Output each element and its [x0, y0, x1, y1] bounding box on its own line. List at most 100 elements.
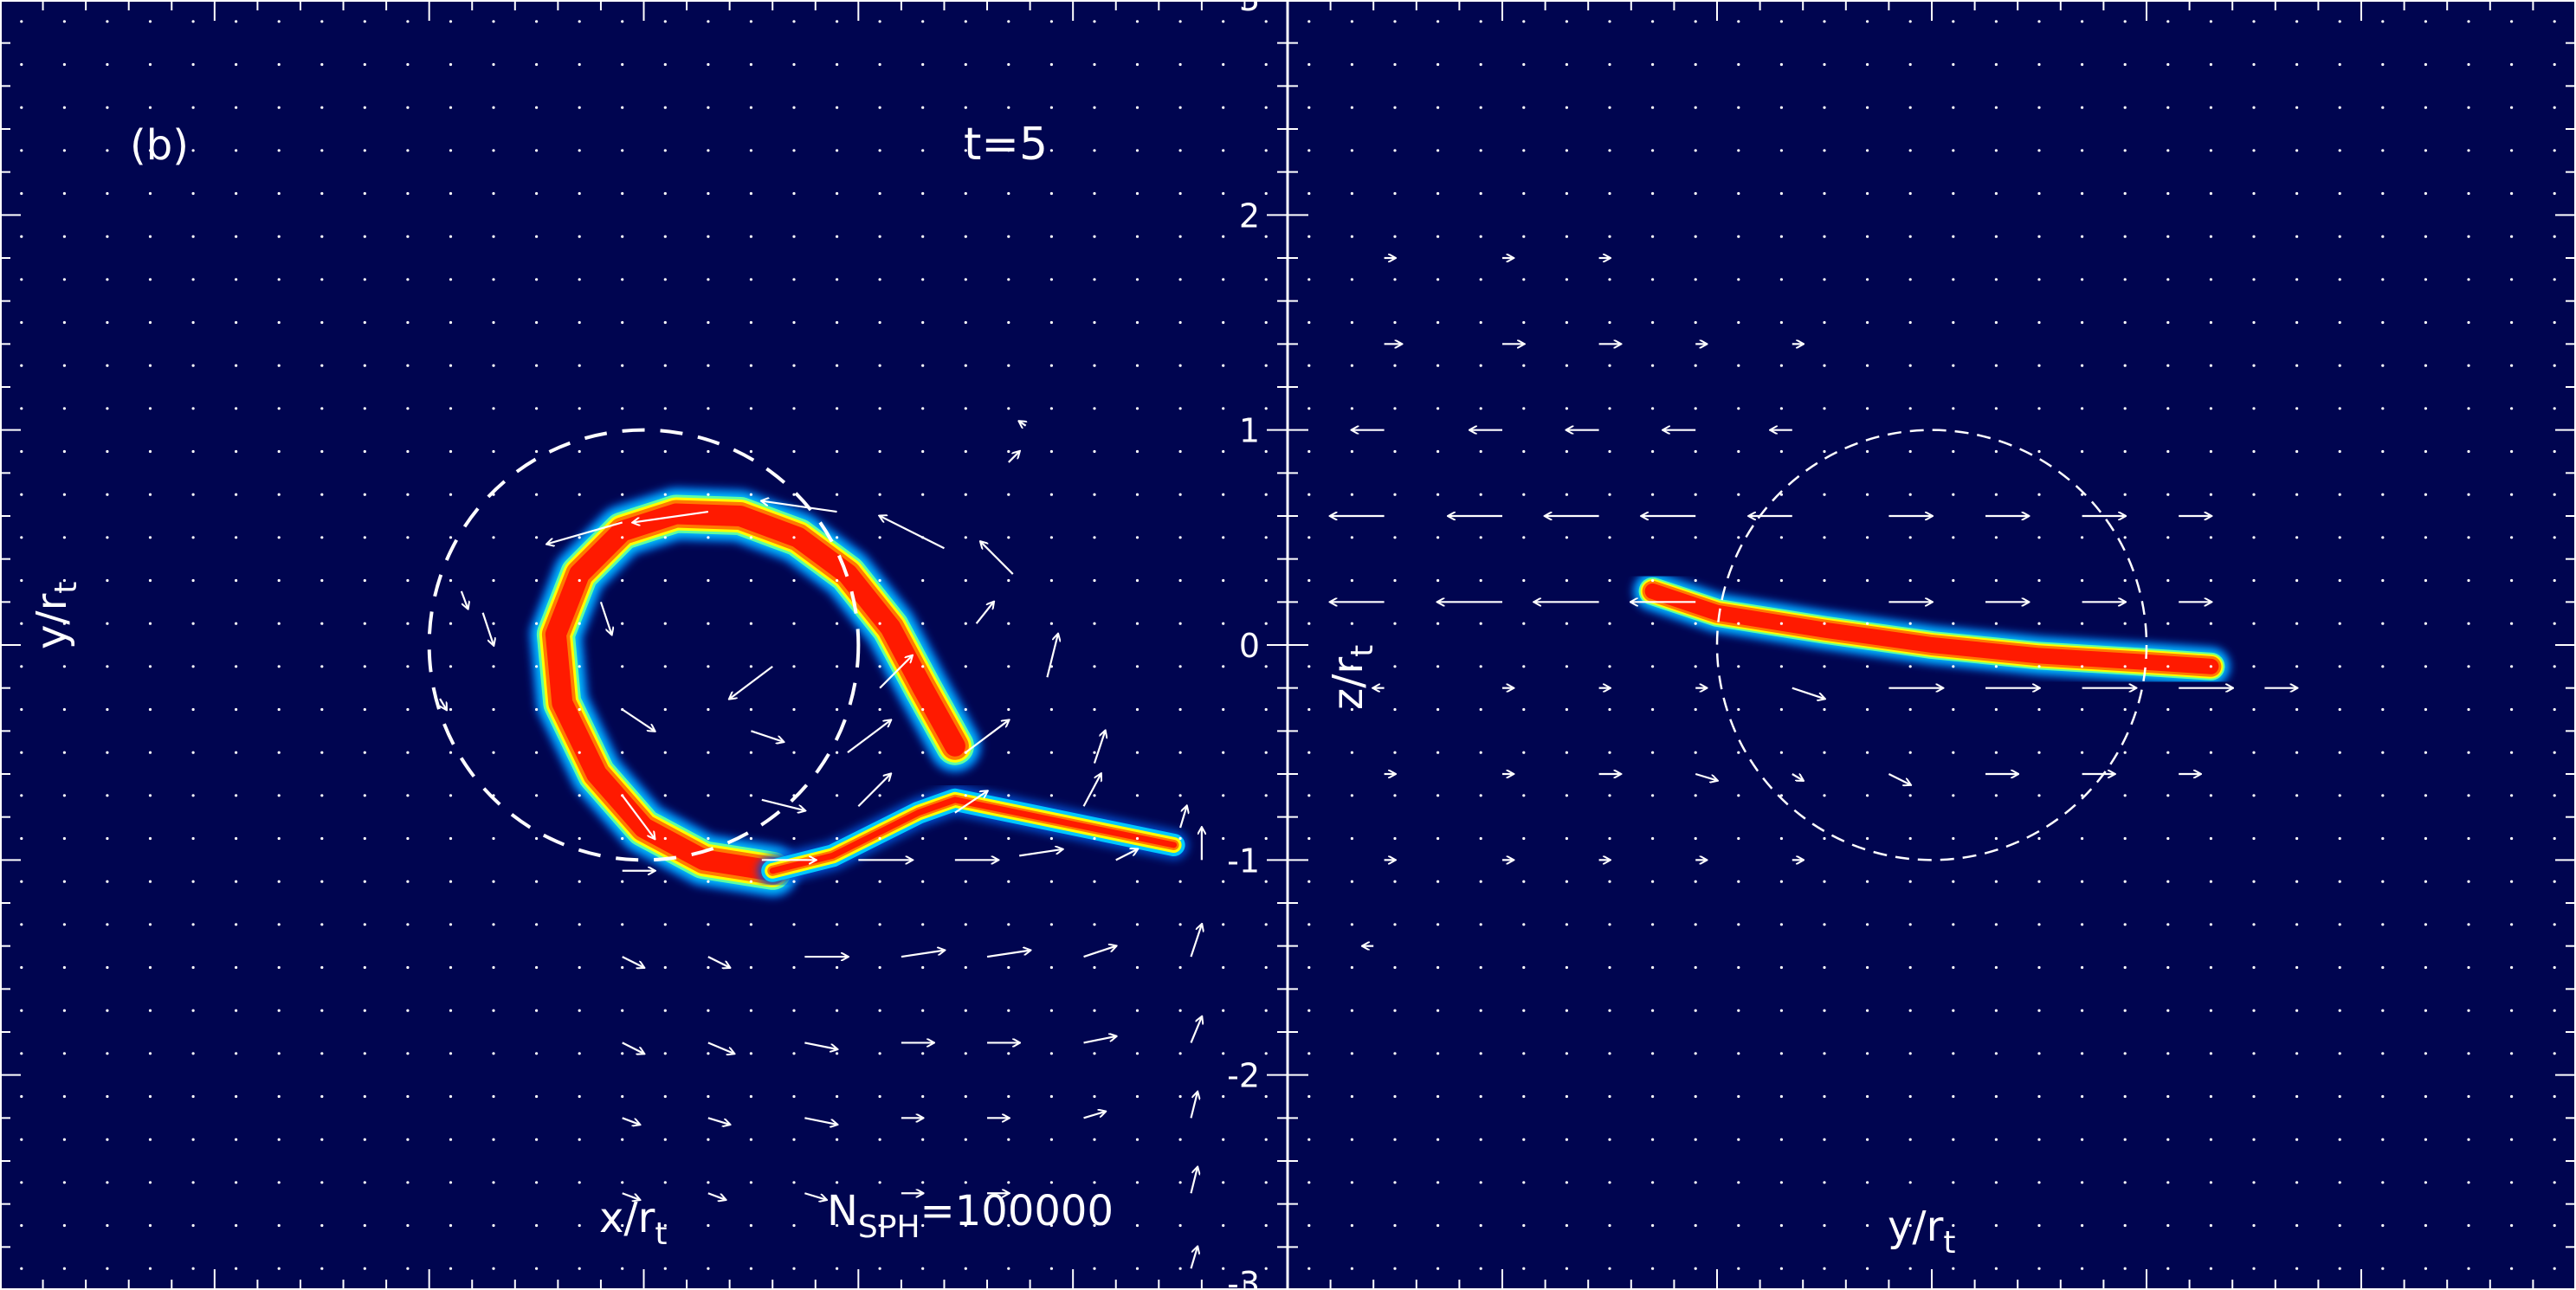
grid-dot	[320, 106, 324, 109]
grid-dot	[492, 449, 495, 454]
grid-dot	[707, 20, 710, 23]
grid-dot	[1694, 622, 1697, 625]
grid-dot	[2553, 1094, 2556, 1099]
grid-dot	[2037, 1267, 2041, 1270]
grid-dot	[2467, 622, 2470, 625]
grid-dot	[1565, 751, 1568, 754]
grid-dot	[1222, 665, 1225, 668]
velocity-arrow	[1190, 1017, 1201, 1043]
grid-dot	[191, 449, 195, 454]
grid-dot	[2081, 493, 2084, 496]
grid-dot	[1994, 235, 1998, 238]
grid-dot	[1908, 235, 1912, 238]
grid-dot	[1049, 965, 1053, 970]
grid-dot	[1093, 1094, 1096, 1099]
grid-dot	[621, 1181, 624, 1184]
grid-dot	[2081, 191, 2084, 196]
grid-dot	[2553, 1223, 2556, 1228]
grid-dot	[1307, 965, 1311, 970]
grid-dot	[1565, 1052, 1568, 1055]
grid-dot	[1737, 407, 1740, 410]
grid-dot	[878, 407, 881, 410]
particle-count-sub: SPH	[858, 1209, 920, 1245]
grid-dot	[621, 578, 624, 583]
grid-dot	[1952, 622, 1955, 625]
grid-dot	[2553, 880, 2556, 883]
grid-dot	[406, 20, 410, 23]
grid-dot	[1866, 1094, 1869, 1099]
grid-dot	[1135, 836, 1140, 841]
grid-dot	[2252, 1267, 2256, 1270]
grid-dot	[235, 536, 238, 539]
grid-dot	[2338, 235, 2341, 238]
grid-dot	[1222, 622, 1225, 625]
grid-dot	[1436, 1138, 1440, 1141]
grid-dot	[106, 1094, 109, 1099]
grid-dot	[1178, 493, 1182, 496]
velocity-arrow	[847, 720, 891, 754]
velocity-arrow	[1083, 1036, 1116, 1044]
grid-dot	[535, 364, 539, 367]
grid-dot	[964, 278, 967, 281]
grid-dot	[2166, 578, 2170, 583]
grid-dot	[1908, 1267, 1912, 1270]
grid-dot	[1479, 1094, 1482, 1099]
velocity-arrow	[1179, 806, 1186, 829]
grid-dot	[2381, 149, 2385, 152]
grid-dot	[2295, 20, 2299, 23]
grid-dot	[492, 1094, 495, 1099]
grid-dot	[1007, 1094, 1010, 1099]
grid-dot	[1779, 536, 1783, 539]
velocity-arrow	[707, 1192, 726, 1199]
grid-dot	[2081, 364, 2084, 367]
grid-dot	[2252, 106, 2256, 109]
grid-dot	[20, 235, 23, 238]
grid-dot	[1866, 751, 1869, 754]
grid-dot	[2553, 191, 2556, 196]
grid-dot	[62, 1052, 66, 1055]
grid-dot	[2295, 751, 2299, 754]
grid-dot	[2424, 965, 2427, 970]
grid-dot	[1651, 106, 1655, 109]
grid-dot	[2295, 622, 2299, 625]
grid-dot	[1393, 320, 1397, 325]
grid-dot	[1908, 364, 1912, 367]
y-tick-label: 3	[1239, 0, 1260, 18]
grid-dot	[578, 149, 581, 152]
grid-dot	[2037, 1138, 2041, 1141]
y-tick-label: -3	[1227, 1265, 1260, 1290]
grid-dot	[106, 836, 109, 841]
grid-dot	[1952, 493, 1955, 496]
grid-dot	[1007, 1052, 1010, 1055]
grid-dot	[1479, 1267, 1482, 1270]
grid-dot	[1994, 449, 1998, 454]
grid-dot	[363, 836, 366, 841]
grid-dot	[1908, 106, 1912, 109]
grid-dot	[235, 407, 238, 410]
grid-dot	[878, 880, 881, 883]
grid-dot	[1565, 106, 1568, 109]
grid-dot	[1264, 1138, 1268, 1141]
grid-dot	[1737, 622, 1740, 625]
grid-dot	[1651, 320, 1655, 325]
grid-dot	[1522, 923, 1526, 926]
grid-dot	[2467, 1094, 2470, 1099]
grid-dot	[2338, 1138, 2341, 1141]
grid-dot	[2252, 235, 2256, 238]
grid-dot	[1350, 622, 1353, 625]
grid-dot	[836, 149, 839, 152]
grid-dot	[1436, 1094, 1440, 1099]
grid-dot	[1522, 1052, 1526, 1055]
grid-dot	[836, 364, 839, 367]
grid-dot	[1608, 1267, 1611, 1270]
grid-dot	[2166, 106, 2170, 109]
grid-dot	[1178, 449, 1182, 454]
grid-dot	[191, 106, 195, 109]
grid-dot	[1823, 965, 1826, 970]
grid-dot	[1049, 923, 1053, 926]
grid-dot	[2467, 1223, 2470, 1228]
grid-dot	[2252, 751, 2256, 754]
grid-dot	[406, 1009, 410, 1012]
grid-dot	[2123, 278, 2127, 281]
grid-dot	[1608, 364, 1611, 367]
